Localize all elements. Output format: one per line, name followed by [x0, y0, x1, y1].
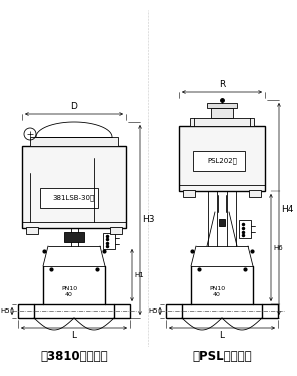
Text: D: D	[71, 102, 78, 111]
Bar	[211, 108, 233, 118]
Bar	[22, 146, 126, 228]
Bar	[207, 103, 237, 108]
Bar	[239, 220, 251, 238]
Bar	[262, 304, 278, 318]
Bar	[183, 190, 195, 197]
Bar	[18, 304, 34, 318]
Bar	[166, 304, 182, 318]
Text: R: R	[219, 80, 225, 89]
Text: L: L	[72, 331, 77, 340]
Text: 381LSB-30型: 381LSB-30型	[53, 195, 95, 201]
Text: PN10: PN10	[61, 286, 77, 291]
Bar	[249, 190, 261, 197]
Bar	[110, 227, 122, 234]
Bar	[40, 188, 98, 208]
Bar	[179, 126, 265, 191]
Bar	[193, 151, 245, 171]
Text: 配3810执行机构: 配3810执行机构	[40, 350, 108, 362]
Text: PN10: PN10	[209, 286, 225, 291]
Bar	[26, 227, 38, 234]
Bar	[64, 232, 84, 242]
Text: H5: H5	[148, 308, 158, 314]
Bar	[30, 137, 118, 146]
Text: H6: H6	[273, 244, 283, 250]
Text: 40: 40	[65, 292, 73, 297]
Text: L: L	[219, 331, 225, 340]
Text: PSL202型: PSL202型	[207, 158, 237, 164]
Text: H1: H1	[134, 272, 144, 278]
Text: H5: H5	[0, 308, 10, 314]
Bar	[114, 304, 130, 318]
Text: 配PSL执行机构: 配PSL执行机构	[192, 350, 252, 362]
Bar	[219, 219, 225, 226]
Bar	[190, 118, 254, 126]
Bar	[103, 233, 115, 249]
Text: H3: H3	[142, 215, 154, 224]
Text: H4: H4	[281, 205, 293, 214]
Text: 40: 40	[213, 292, 221, 297]
